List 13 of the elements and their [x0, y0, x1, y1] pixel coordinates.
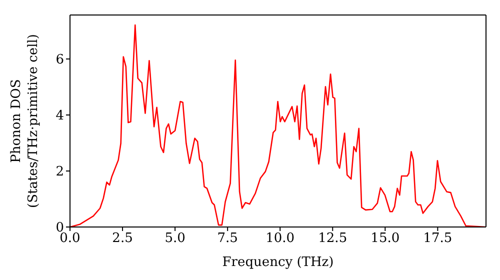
x-tick-label: 5.0 — [164, 231, 186, 246]
x-tick-label: 0.0 — [60, 231, 80, 246]
y-axis-title: Phonon DOS (States/THz·primitive cell) — [9, 34, 41, 208]
x-axis-title: Frequency (THz) — [222, 255, 334, 270]
x-tick-label: 10.0 — [266, 231, 295, 246]
x-tick-label: 17.5 — [423, 231, 452, 246]
y-tick-label: 4 — [56, 108, 64, 124]
y-tick-label: 2 — [56, 164, 64, 180]
x-tick-label: 12.5 — [318, 231, 348, 246]
x-tick-label: 2.5 — [112, 231, 133, 246]
x-tick-label: 7.5 — [217, 231, 238, 246]
y-tick-label: 6 — [56, 52, 64, 68]
x-tick-label: 15.0 — [370, 231, 400, 246]
